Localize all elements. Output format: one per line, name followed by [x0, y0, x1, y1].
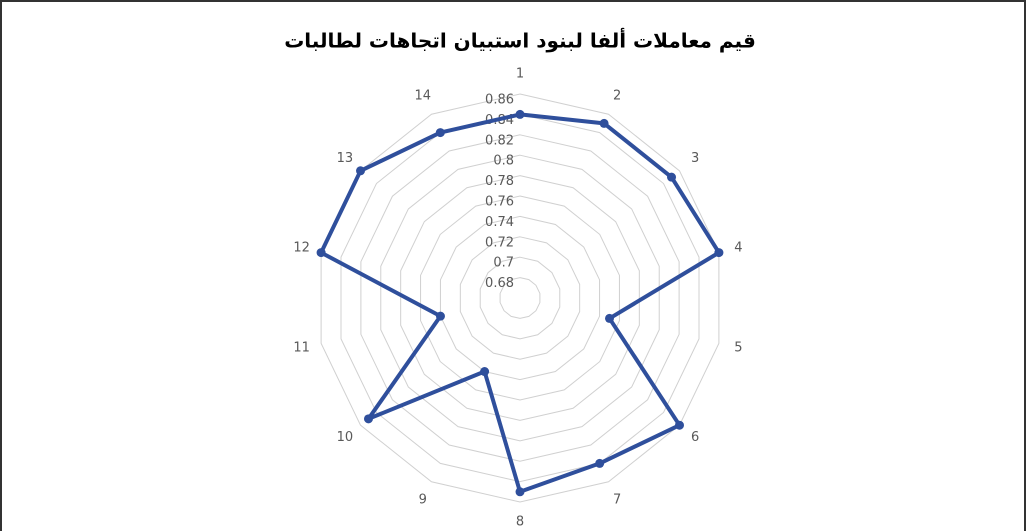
- data-point: [316, 248, 326, 258]
- grid-ring: [400, 175, 640, 421]
- grid-ring: [499, 277, 541, 319]
- data-point: [674, 420, 684, 430]
- radial-tick-label: 0.68: [485, 276, 514, 291]
- category-label: 5: [734, 340, 742, 355]
- category-label: 1: [516, 67, 524, 82]
- grid-ring: [479, 256, 561, 340]
- data-point: [435, 311, 445, 321]
- grid-ring: [459, 236, 581, 360]
- category-label: 12: [293, 241, 310, 256]
- data-point: [480, 367, 490, 377]
- grid-ring: [380, 154, 660, 442]
- category-label: 10: [337, 430, 354, 445]
- data-point: [599, 118, 609, 128]
- chart-title: قيم معاملات ألفا لبنود استبيان اتجاهات ل…: [284, 27, 756, 53]
- category-label: 9: [419, 492, 427, 507]
- radial-tick-label: 0.8: [493, 154, 514, 169]
- data-point: [595, 458, 605, 468]
- category-label: 3: [691, 151, 699, 166]
- radial-tick-label: 0.7: [493, 256, 514, 271]
- grid-ring: [439, 215, 601, 381]
- data-point: [515, 487, 525, 497]
- data-point: [363, 414, 373, 424]
- radial-tick-label: 0.82: [485, 133, 514, 148]
- category-label: 8: [516, 515, 524, 530]
- radial-tick-label: 0.74: [485, 215, 514, 230]
- category-label: 4: [734, 241, 742, 256]
- grid-ring: [340, 113, 700, 483]
- radial-tick-label: 0.86: [485, 93, 514, 108]
- data-point: [714, 248, 724, 258]
- category-label: 6: [691, 430, 699, 445]
- grid-ring: [360, 134, 680, 462]
- data-point: [356, 166, 366, 176]
- category-label: 7: [613, 492, 621, 507]
- data-point: [435, 128, 445, 138]
- data-point: [667, 172, 677, 182]
- category-label: 14: [415, 89, 432, 104]
- data-point: [515, 109, 525, 119]
- grid-ring: [420, 195, 620, 401]
- category-label: 13: [337, 151, 354, 166]
- category-label: 11: [293, 340, 310, 355]
- radial-tick-label: 0.76: [485, 195, 514, 210]
- category-label: 2: [613, 89, 621, 104]
- data-point: [604, 313, 614, 323]
- radial-tick-label: 0.78: [485, 174, 514, 189]
- radial-tick-label: 0.72: [485, 235, 514, 250]
